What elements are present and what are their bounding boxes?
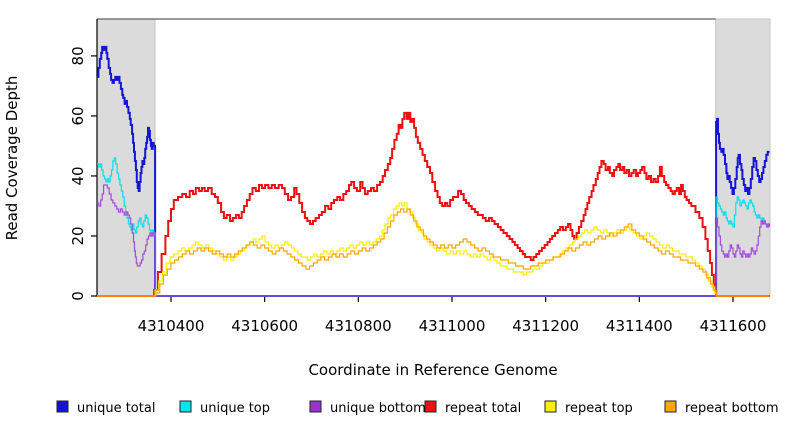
y-tick-label: 80 <box>69 46 87 65</box>
legend-swatch-unique-bottom <box>309 400 322 413</box>
legend-item-repeat-total: repeat total <box>424 400 521 416</box>
y-tick-label: 60 <box>69 106 87 125</box>
y-tick-label: 40 <box>69 166 87 185</box>
x-tick-label: 4311400 <box>606 317 673 335</box>
legend-item-repeat-bottom: repeat bottom <box>664 400 779 416</box>
legend-label: repeat total <box>445 401 521 416</box>
x-tick-label: 4310800 <box>325 317 392 335</box>
legend-swatch-unique-top <box>179 400 192 413</box>
x-tick-label: 4311600 <box>700 317 767 335</box>
chart-legend: unique total unique top unique bottom repea… <box>56 400 779 416</box>
x-axis: 4310400 4310600 4310800 4311000 4311200 43114… <box>97 295 770 379</box>
legend-swatch-repeat-total <box>424 400 437 413</box>
legend-label: unique total <box>77 401 155 416</box>
legend-swatch-unique-total <box>56 400 69 413</box>
series-line-unique-bottom <box>97 184 771 297</box>
series-line-repeat-bottom <box>97 208 770 297</box>
legend-item-unique-top: unique top <box>179 400 270 416</box>
legend-item-repeat-top: repeat top <box>544 400 633 416</box>
y-axis-title: Read Coverage Depth <box>3 76 21 241</box>
x-tick-label: 4311000 <box>419 317 486 335</box>
series-line-repeat-total <box>97 111 770 297</box>
legend-label: unique top <box>200 401 270 416</box>
coverage-series-lines <box>97 45 771 297</box>
legend-label: repeat bottom <box>685 401 779 416</box>
x-axis-title: Coordinate in Reference Genome <box>308 361 557 379</box>
series-line-repeat-top <box>97 202 770 297</box>
legend-label: unique bottom <box>330 401 426 416</box>
x-tick-label: 4310600 <box>231 317 298 335</box>
x-tick-label: 4311200 <box>512 317 579 335</box>
x-tick-label: 4310400 <box>138 317 205 335</box>
legend-label: repeat top <box>565 401 633 416</box>
y-tick-label: 20 <box>69 226 87 245</box>
legend-swatch-repeat-top <box>544 400 557 413</box>
y-tick-label: 0 <box>69 291 87 301</box>
legend-item-unique-bottom: unique bottom <box>309 400 426 416</box>
highlight-region-1 <box>96 18 156 297</box>
legend-swatch-repeat-bottom <box>664 400 677 413</box>
y-axis: 0 20 40 60 80 Read Coverage Depth <box>3 19 98 301</box>
series-line-unique-total <box>97 45 770 297</box>
legend-item-unique-total: unique total <box>56 400 155 416</box>
